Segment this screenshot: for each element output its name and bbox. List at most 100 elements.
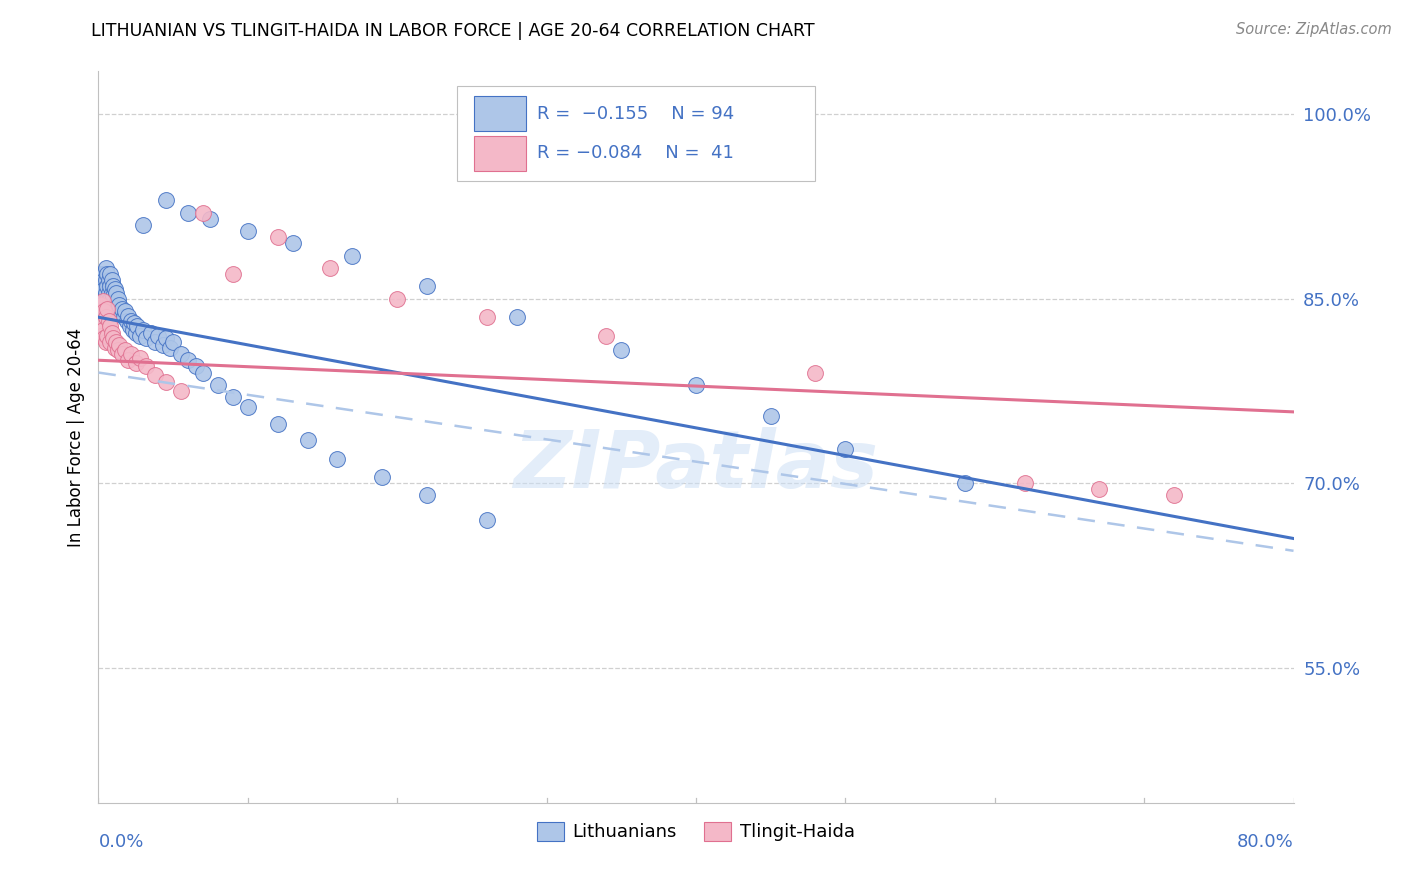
Point	[416, 279, 439, 293]
Point	[132, 218, 155, 232]
Point	[953, 476, 976, 491]
Point	[96, 328, 118, 343]
Point	[121, 322, 143, 336]
Point	[107, 306, 129, 320]
Point	[139, 326, 162, 341]
Point	[222, 267, 245, 281]
Point	[371, 470, 394, 484]
Point	[152, 338, 174, 352]
Point	[90, 304, 112, 318]
Point	[90, 267, 112, 281]
Point	[104, 282, 127, 296]
Point	[93, 267, 115, 281]
Point	[96, 267, 118, 281]
Point	[105, 334, 128, 349]
Point	[107, 343, 129, 358]
Point	[112, 310, 135, 325]
Point	[155, 194, 177, 208]
Point	[98, 318, 122, 333]
Point	[155, 376, 177, 390]
Point	[107, 292, 129, 306]
Point	[135, 359, 157, 374]
Point	[91, 267, 114, 281]
Point	[191, 366, 214, 380]
Point	[96, 304, 118, 318]
Point	[117, 353, 139, 368]
Point	[804, 366, 827, 380]
Point	[111, 301, 134, 316]
Point	[610, 343, 633, 358]
Point	[267, 230, 290, 244]
Point	[191, 205, 214, 219]
Point	[89, 279, 111, 293]
Point	[506, 310, 529, 325]
Point	[104, 298, 127, 312]
Point	[207, 377, 229, 392]
Point	[90, 279, 112, 293]
Point	[90, 292, 112, 306]
FancyBboxPatch shape	[474, 136, 526, 171]
Point	[155, 331, 177, 345]
Point	[1163, 488, 1185, 502]
Point	[132, 322, 155, 336]
Point	[89, 292, 111, 306]
Point	[90, 328, 112, 343]
FancyBboxPatch shape	[474, 96, 526, 131]
Point	[236, 224, 259, 238]
Point	[97, 314, 120, 328]
Point	[115, 314, 138, 328]
Point	[200, 211, 222, 226]
Point	[759, 409, 782, 423]
Point	[114, 343, 136, 358]
Point	[93, 331, 115, 345]
Point	[94, 273, 117, 287]
Point	[93, 282, 115, 296]
Point	[685, 377, 707, 392]
Point	[93, 292, 115, 306]
Point	[94, 334, 117, 349]
Point	[98, 292, 122, 306]
Point	[416, 488, 439, 502]
Point	[89, 317, 111, 331]
Point	[97, 298, 120, 312]
Text: ZIPatlas: ZIPatlas	[513, 427, 879, 506]
Point	[108, 338, 131, 352]
Point	[96, 301, 118, 316]
FancyBboxPatch shape	[457, 86, 815, 181]
Point	[319, 261, 342, 276]
Point	[91, 292, 114, 306]
Point	[96, 279, 118, 293]
Point	[91, 279, 114, 293]
Point	[143, 334, 166, 349]
Point	[148, 328, 170, 343]
Point	[124, 317, 146, 331]
Y-axis label: In Labor Force | Age 20-64: In Labor Force | Age 20-64	[66, 327, 84, 547]
Point	[162, 334, 184, 349]
Point	[236, 400, 259, 414]
Point	[326, 451, 349, 466]
Point	[595, 328, 617, 343]
Text: 80.0%: 80.0%	[1237, 833, 1294, 851]
Point	[98, 306, 122, 320]
Point	[89, 304, 111, 318]
Point	[104, 341, 127, 355]
Point	[105, 301, 128, 316]
Point	[103, 331, 125, 345]
Point	[110, 306, 132, 320]
Point	[143, 368, 166, 382]
Point	[94, 298, 117, 312]
Point	[118, 318, 141, 333]
Point	[105, 285, 128, 300]
Point	[114, 304, 136, 318]
Point	[177, 205, 200, 219]
Point	[125, 326, 148, 341]
Point	[834, 442, 856, 456]
Point	[117, 309, 139, 323]
Point	[281, 236, 304, 251]
Point	[169, 384, 191, 398]
Point	[101, 273, 124, 287]
Text: R = −0.084    N =  41: R = −0.084 N = 41	[537, 145, 734, 162]
Point	[177, 353, 200, 368]
Point	[129, 351, 152, 365]
Point	[94, 261, 117, 276]
